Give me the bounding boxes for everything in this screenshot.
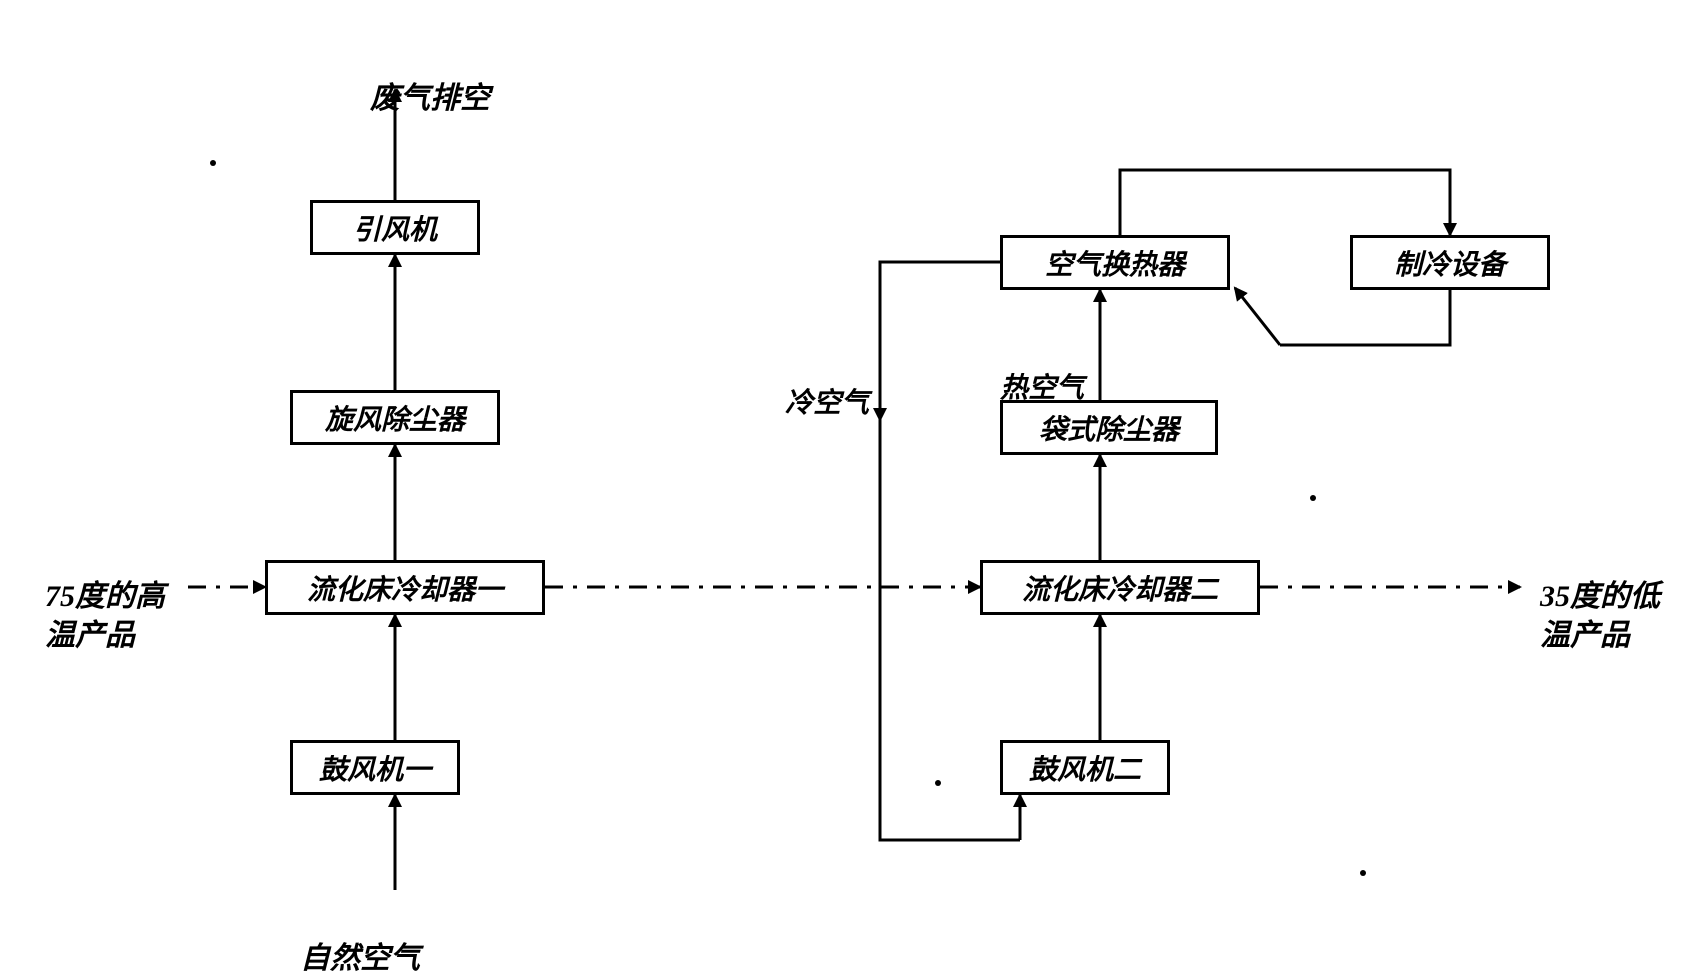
flowchart-edges — [0, 0, 1699, 954]
label-output-35: 35度的低 温产品 — [1540, 538, 1660, 655]
node-air-exchanger: 空气换热器 — [1000, 235, 1230, 290]
node-label: 制冷设备 — [1394, 243, 1506, 283]
node-label: 袋式除尘器 — [1039, 408, 1179, 448]
node-cyclone: 旋风除尘器 — [290, 390, 500, 445]
dot-artifact — [1360, 870, 1366, 876]
dot-artifact — [935, 780, 941, 786]
label-hot-air: 热空气 — [1000, 335, 1084, 408]
label-natural-air: 自然空气 — [300, 900, 420, 978]
node-label: 旋风除尘器 — [325, 398, 465, 438]
node-label: 流化床冷却器一 — [307, 568, 503, 608]
label-exhaust: 废气排空 — [370, 40, 490, 118]
node-cooler2: 流化床冷却器二 — [980, 560, 1260, 615]
node-bag-filter: 袋式除尘器 — [1000, 400, 1218, 455]
label-input-75: 75度的高 温产品 — [45, 538, 165, 655]
node-refrigeration: 制冷设备 — [1350, 235, 1550, 290]
dot-artifact — [1310, 495, 1316, 501]
node-cooler1: 流化床冷却器一 — [265, 560, 545, 615]
node-label: 引风机 — [353, 208, 437, 248]
label-cold-air: 冷空气 — [785, 350, 869, 423]
node-label: 鼓风机二 — [1029, 748, 1141, 788]
dot-artifact — [210, 160, 216, 166]
node-blower2: 鼓风机二 — [1000, 740, 1170, 795]
node-label: 流化床冷却器二 — [1022, 568, 1218, 608]
node-label: 鼓风机一 — [319, 748, 431, 788]
node-blower1: 鼓风机一 — [290, 740, 460, 795]
node-label: 空气换热器 — [1045, 243, 1185, 283]
node-induced-fan: 引风机 — [310, 200, 480, 255]
